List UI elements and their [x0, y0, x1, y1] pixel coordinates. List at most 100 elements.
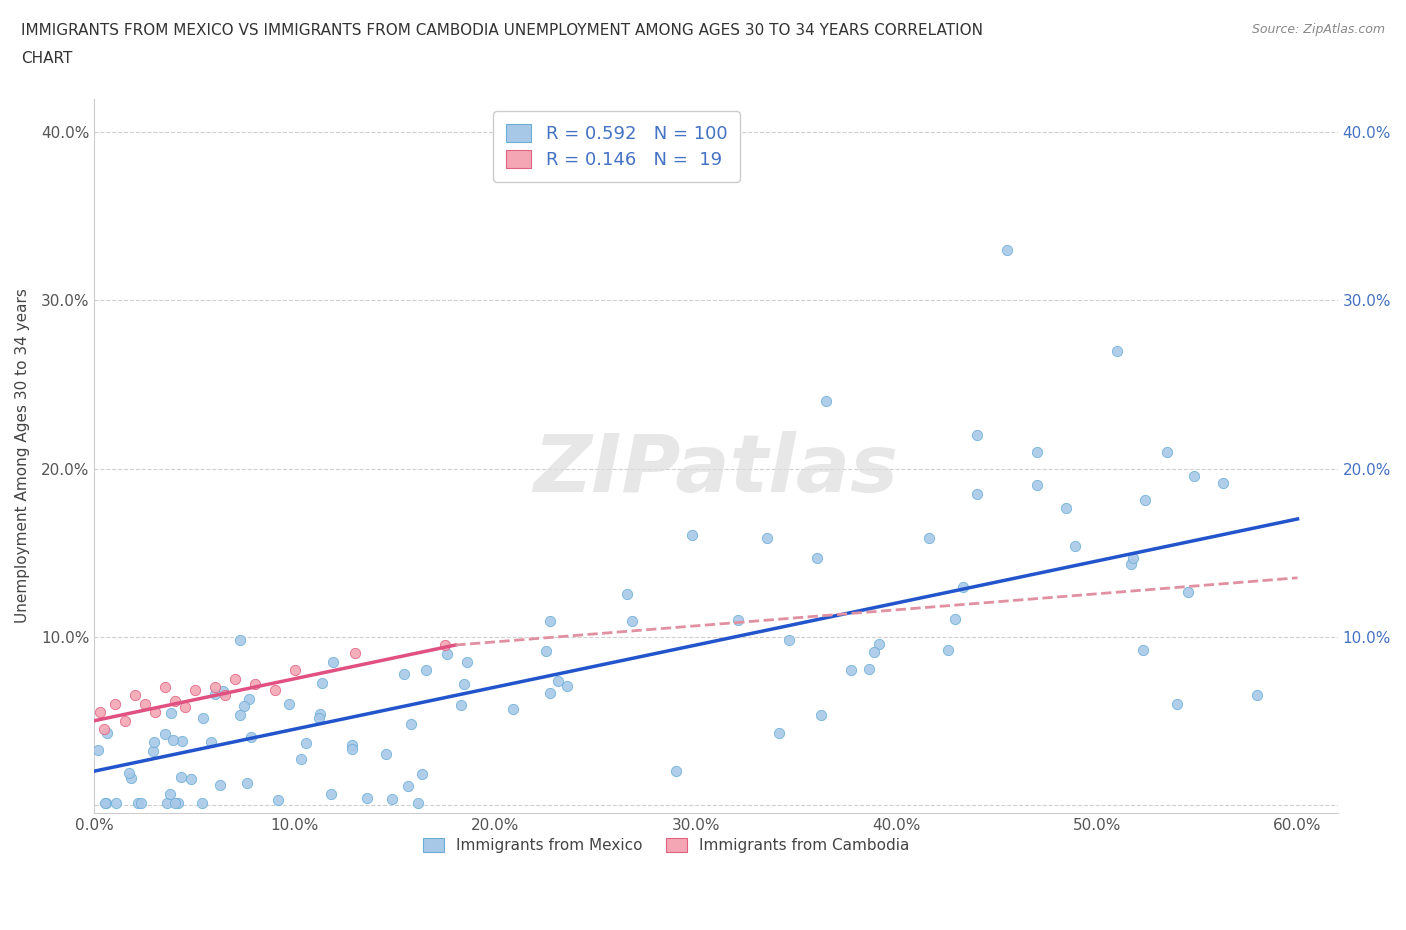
Point [311, 675, 333, 690]
Point [159, 786, 181, 801]
Point [162, 733, 184, 748]
Point [204, 686, 226, 701]
Point [183, 683, 205, 698]
Point [172, 734, 194, 749]
Point [129, 795, 152, 810]
Point [163, 795, 186, 810]
Point [547, 673, 569, 688]
Point [918, 530, 941, 545]
Point [943, 611, 966, 626]
Point [120, 771, 142, 786]
Point [191, 795, 214, 810]
Point [616, 587, 638, 602]
Point [118, 765, 141, 780]
Point [778, 632, 800, 647]
Point [153, 680, 176, 695]
Point [502, 701, 524, 716]
Point [681, 527, 703, 542]
Point [284, 663, 307, 678]
Point [1246, 688, 1268, 703]
Point [1122, 551, 1144, 565]
Point [1025, 445, 1047, 459]
Point [1177, 585, 1199, 600]
Point [436, 646, 458, 661]
Point [193, 711, 215, 725]
Point [344, 646, 367, 661]
Point [94, 795, 117, 810]
Point [264, 683, 287, 698]
Point [267, 792, 290, 807]
Text: IMMIGRANTS FROM MEXICO VS IMMIGRANTS FROM CAMBODIA UNEMPLOYMENT AMONG AGES 30 TO: IMMIGRANTS FROM MEXICO VS IMMIGRANTS FRO… [21, 23, 983, 38]
Point [665, 764, 688, 778]
Point [815, 393, 838, 408]
Point [1132, 643, 1154, 658]
Point [104, 795, 127, 810]
Point [114, 713, 136, 728]
Point [538, 685, 561, 700]
Point [995, 243, 1018, 258]
Legend: Immigrants from Mexico, Immigrants from Cambodia: Immigrants from Mexico, Immigrants from … [416, 831, 915, 859]
Point [87, 742, 110, 757]
Y-axis label: Unemployment Among Ages 30 to 34 years: Unemployment Among Ages 30 to 34 years [15, 288, 30, 623]
Point [290, 751, 312, 766]
Point [392, 667, 415, 682]
Point [727, 613, 749, 628]
Point [143, 735, 166, 750]
Point [768, 725, 790, 740]
Point [153, 726, 176, 741]
Point [134, 697, 156, 711]
Point [170, 769, 193, 784]
Point [1064, 538, 1087, 553]
Point [224, 671, 246, 686]
Point [1107, 343, 1129, 358]
Point [839, 663, 862, 678]
Point [180, 772, 202, 787]
Point [538, 614, 561, 629]
Point [232, 698, 254, 713]
Point [94, 795, 117, 810]
Point [411, 766, 433, 781]
Point [810, 708, 832, 723]
Point [96, 725, 118, 740]
Point [243, 676, 266, 691]
Point [1119, 557, 1142, 572]
Point [966, 486, 988, 501]
Point [160, 705, 183, 720]
Point [208, 777, 231, 792]
Point [308, 706, 330, 721]
Point [450, 698, 472, 712]
Point [163, 693, 186, 708]
Point [396, 778, 419, 793]
Point [127, 795, 149, 810]
Point [142, 743, 165, 758]
Point [858, 661, 880, 676]
Point [89, 705, 111, 720]
Point [156, 795, 179, 810]
Point [1025, 478, 1047, 493]
Point [415, 662, 437, 677]
Point [434, 638, 457, 653]
Point [319, 787, 342, 802]
Point [1054, 500, 1077, 515]
Point [167, 795, 190, 810]
Point [229, 633, 252, 648]
Point [453, 677, 475, 692]
Point [406, 795, 429, 810]
Point [1135, 493, 1157, 508]
Point [868, 637, 890, 652]
Text: ZIPatlas: ZIPatlas [533, 432, 898, 510]
Point [456, 654, 478, 669]
Point [756, 530, 779, 545]
Point [200, 735, 222, 750]
Point [621, 614, 644, 629]
Point [322, 655, 344, 670]
Point [93, 722, 115, 737]
Point [204, 680, 226, 695]
Point [229, 708, 252, 723]
Text: Source: ZipAtlas.com: Source: ZipAtlas.com [1251, 23, 1385, 36]
Point [1156, 445, 1178, 459]
Text: CHART: CHART [21, 51, 73, 66]
Point [534, 644, 557, 658]
Point [308, 711, 330, 725]
Point [143, 705, 166, 720]
